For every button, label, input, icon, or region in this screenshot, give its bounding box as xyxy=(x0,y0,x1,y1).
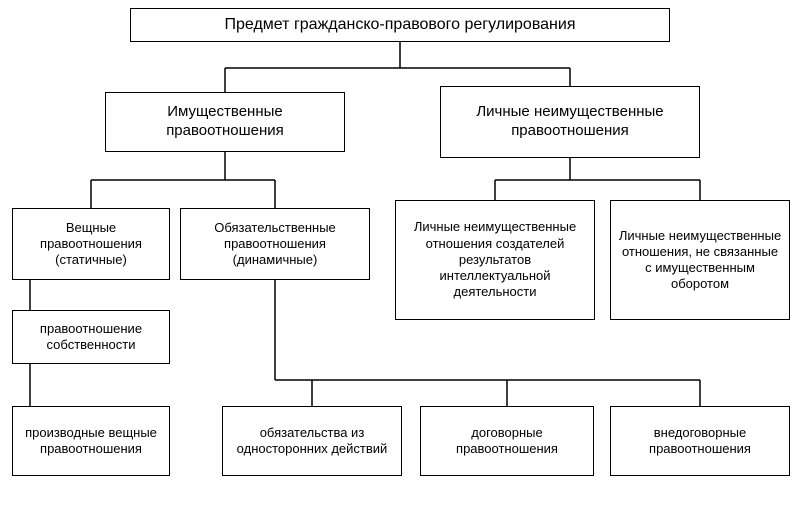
node-label: Личные неимущественные отношения, не свя… xyxy=(617,228,783,293)
node-label: Предмет гражданско-правового регулирован… xyxy=(225,15,576,35)
node-label: внедоговорные правоотношения xyxy=(617,425,783,458)
node-a1: Имущественные правоотношения xyxy=(105,92,345,152)
node-label: Личные неимущественные правоотношения xyxy=(447,103,693,141)
node-c2: производные вещные правоотношения xyxy=(12,406,170,476)
node-label: Вещные правоотношения (статичные) xyxy=(19,220,163,269)
node-label: Имущественные правоотношения xyxy=(112,103,338,141)
node-a2: Личные неимущественные правоотношения xyxy=(440,86,700,158)
node-label: правоотношение собственности xyxy=(19,321,163,354)
node-b4: Личные неимущественные отношения, не свя… xyxy=(610,200,790,320)
node-label: производные вещные правоотношения xyxy=(19,425,163,458)
node-b3: Личные неимущественные отношения создате… xyxy=(395,200,595,320)
node-b2: Обязательственные правоотношения (динами… xyxy=(180,208,370,280)
node-label: Личные неимущественные отношения создате… xyxy=(402,219,588,300)
node-b1: Вещные правоотношения (статичные) xyxy=(12,208,170,280)
node-d3: внедоговорные правоотношения xyxy=(610,406,790,476)
node-label: Обязательственные правоотношения (динами… xyxy=(187,220,363,269)
node-label: договорные правоотношения xyxy=(427,425,587,458)
node-d1: обязательства из односторонних действий xyxy=(222,406,402,476)
node-c1: правоотношение собственности xyxy=(12,310,170,364)
node-d2: договорные правоотношения xyxy=(420,406,594,476)
node-label: обязательства из односторонних действий xyxy=(229,425,395,458)
node-root: Предмет гражданско-правового регулирован… xyxy=(130,8,670,42)
